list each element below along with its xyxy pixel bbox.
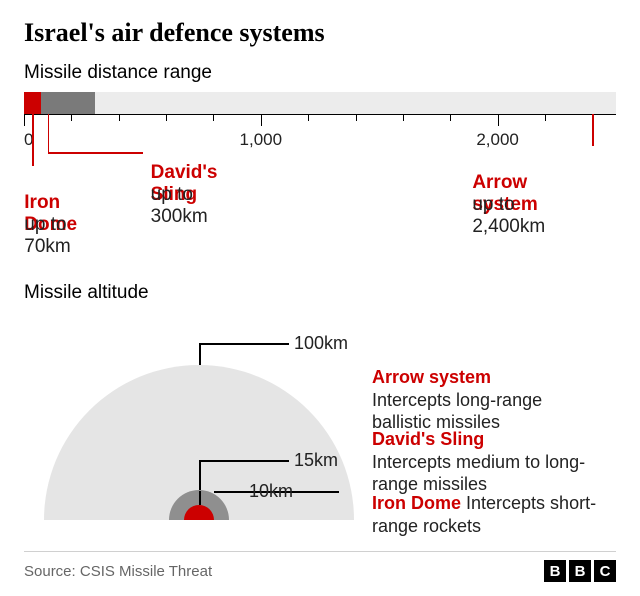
callout-sub: up to 70km bbox=[24, 214, 70, 258]
altitude-label-iron-dome: 10km bbox=[249, 481, 293, 502]
legend-title: David's Sling bbox=[372, 429, 484, 449]
legend-desc: Intercepts medium to long-range missiles bbox=[372, 452, 585, 495]
range-section: 01,0002,000Iron Domeup to 70kmDavid's Sl… bbox=[24, 92, 616, 282]
bbc-block: C bbox=[594, 560, 616, 582]
bbc-block: B bbox=[544, 560, 566, 582]
legend-iron-dome: Iron Dome Intercepts short-range rockets bbox=[372, 492, 602, 549]
range-track bbox=[24, 92, 616, 114]
source-text: Source: CSIS Missile Threat bbox=[24, 563, 212, 580]
tick-label: 1,000 bbox=[240, 130, 283, 150]
altitude-section: Missile altitude 100km 15km10km Arrow syst… bbox=[24, 282, 616, 538]
range-seg-davids-sling bbox=[41, 92, 95, 114]
altitude-subtitle: Missile altitude bbox=[24, 282, 616, 304]
bbc-block: B bbox=[569, 560, 591, 582]
tick-label: 2,000 bbox=[476, 130, 519, 150]
altitude-label-arrow: 100km bbox=[294, 333, 348, 354]
legend-title: Iron Dome bbox=[372, 493, 461, 513]
range-axis: 01,0002,000 bbox=[24, 114, 616, 128]
callout-sub: up to 2,400km bbox=[472, 194, 545, 238]
legend-title: Arrow system bbox=[372, 367, 491, 387]
range-subtitle: Missile distance range bbox=[24, 62, 616, 84]
chart-root: Israel's air defence systems Missile dis… bbox=[0, 0, 640, 596]
footer: Source: CSIS Missile Threat BBC bbox=[24, 551, 616, 582]
range-seg-iron-dome bbox=[24, 92, 41, 114]
chart-title: Israel's air defence systems bbox=[24, 18, 616, 48]
altitude-label-davids-sling: 15km bbox=[294, 450, 338, 471]
legend-desc: Intercepts long-range ballistic missiles bbox=[372, 390, 542, 433]
callout-sub: up to 300km bbox=[151, 184, 208, 228]
bbc-logo: BBC bbox=[544, 560, 616, 582]
